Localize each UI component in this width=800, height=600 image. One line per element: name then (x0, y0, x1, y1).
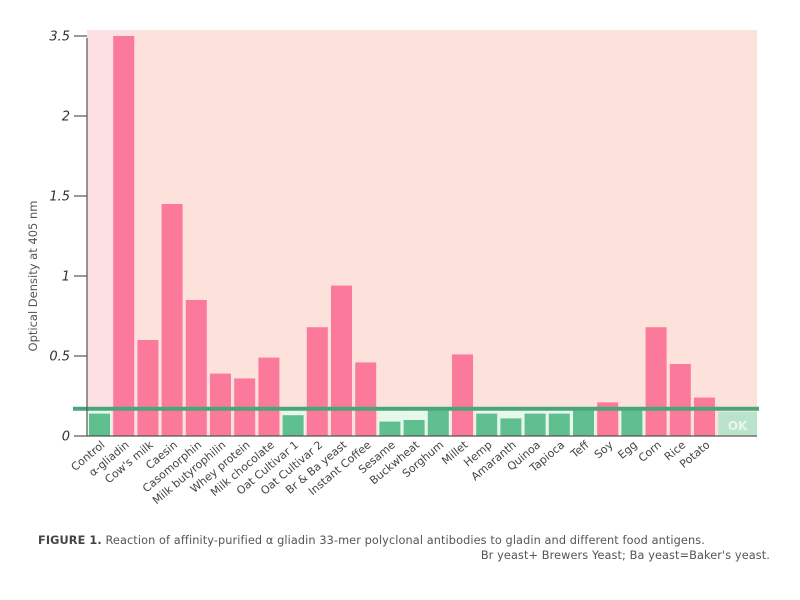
bar-2 (137, 340, 159, 436)
bar-18 (524, 413, 546, 436)
bar-0 (89, 413, 110, 436)
caption-text: Reaction of affinity-purified α gliadin … (101, 534, 705, 547)
bar-12 (379, 421, 401, 436)
caption-line-2: Br yeast+ Brewers Yeast; Ba yeast=Baker'… (480, 549, 770, 562)
x-tick-label-22: Egg (615, 438, 639, 461)
bar-4 (185, 300, 207, 436)
bar-24 (669, 364, 691, 436)
bar-20 (573, 410, 594, 436)
x-tick-label-21: Soy (592, 438, 616, 461)
y-tick-label-3: 1.5 (49, 190, 70, 205)
figure-caption: FIGURE 1. Reaction of affinity-purified … (38, 533, 770, 563)
bar-9 (306, 327, 328, 436)
bar-10 (331, 285, 352, 436)
bar-8 (282, 415, 304, 436)
bar-7 (258, 357, 280, 436)
y-axis-label: Optical Density at 405 nm (26, 201, 40, 352)
x-tick-label-23: Corn (636, 438, 664, 465)
bar-15 (452, 354, 473, 436)
y-tick-label-5: 3.5 (49, 30, 70, 45)
bar-14 (427, 410, 449, 436)
bar-19 (548, 413, 570, 436)
y-tick-label-0: 0 (62, 430, 70, 445)
caption-figure-label: FIGURE 1. (38, 534, 102, 547)
y-ticks-group: 0 0.5 1 1.5 2 3.5 (49, 30, 87, 445)
bar-11 (355, 362, 377, 436)
bar-16 (476, 413, 498, 436)
y-tick-label-4: 2 (62, 110, 70, 125)
bar-25 (694, 397, 715, 436)
bar-3 (161, 204, 183, 436)
x-tick-label-20: Teff (568, 438, 592, 461)
bar-22 (621, 410, 643, 436)
bar-5 (210, 373, 231, 436)
ok-label: OK (728, 419, 748, 433)
axes-group (86, 38, 757, 437)
bar-1 (113, 36, 135, 436)
bar-17 (500, 418, 522, 436)
caption-line-1: FIGURE 1. Reaction of affinity-purified … (38, 533, 770, 548)
ok-box (718, 411, 757, 435)
y-tick-label-1: 0.5 (49, 350, 70, 365)
bar-23 (645, 327, 667, 436)
y-tick-label-2: 1 (62, 270, 70, 285)
bar-13 (403, 420, 425, 436)
